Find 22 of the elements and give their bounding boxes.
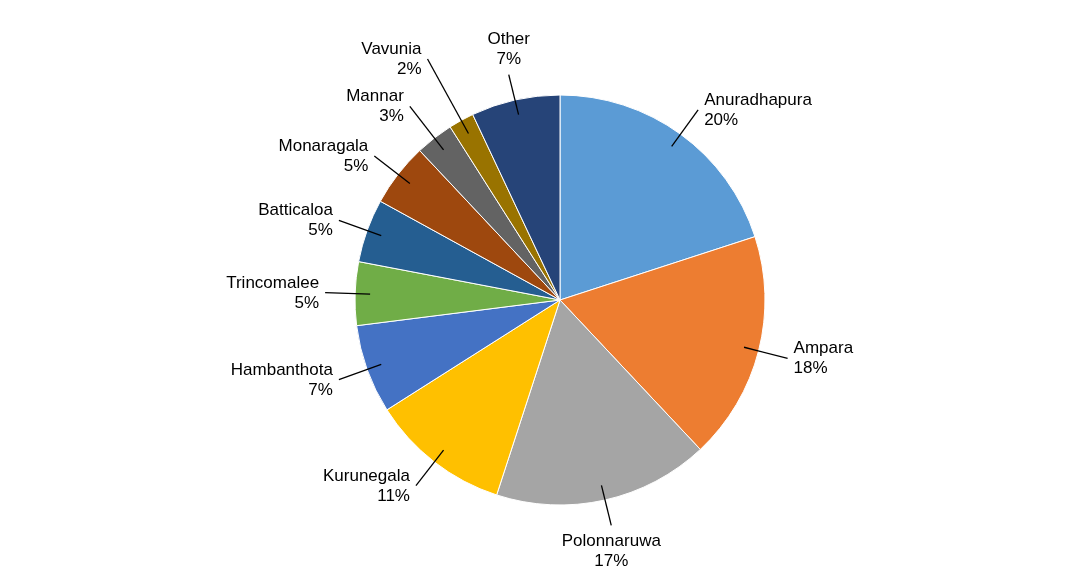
- slice-label: Monaragala: [278, 135, 369, 155]
- data-label: 3%: [379, 106, 404, 126]
- data-label: 7%: [308, 379, 333, 399]
- data-label: 20%: [704, 109, 739, 129]
- data-label: 11%: [377, 485, 410, 505]
- slice-label: Polonnaruwa: [561, 531, 662, 551]
- slice-label: Hambanthota: [230, 359, 334, 379]
- slice-label: Ampara: [793, 338, 854, 358]
- data-label: 18%: [793, 358, 828, 378]
- data-label: 5%: [294, 292, 320, 312]
- data-label: 5%: [308, 220, 333, 240]
- data-label: 2%: [396, 59, 422, 79]
- slice-label: Mannar: [346, 86, 405, 106]
- slice-label: Anuradhapura: [704, 89, 813, 109]
- slice-label: Batticaloa: [258, 200, 334, 220]
- data-label: 7%: [496, 48, 522, 68]
- slice-label: Other: [487, 28, 531, 48]
- data-label: 17%: [594, 551, 629, 571]
- slice-label: Vavunia: [361, 39, 423, 59]
- slice-label: Kurunegala: [323, 465, 411, 485]
- slice-label: Trincomalee: [226, 272, 320, 292]
- data-label: 5%: [343, 155, 369, 175]
